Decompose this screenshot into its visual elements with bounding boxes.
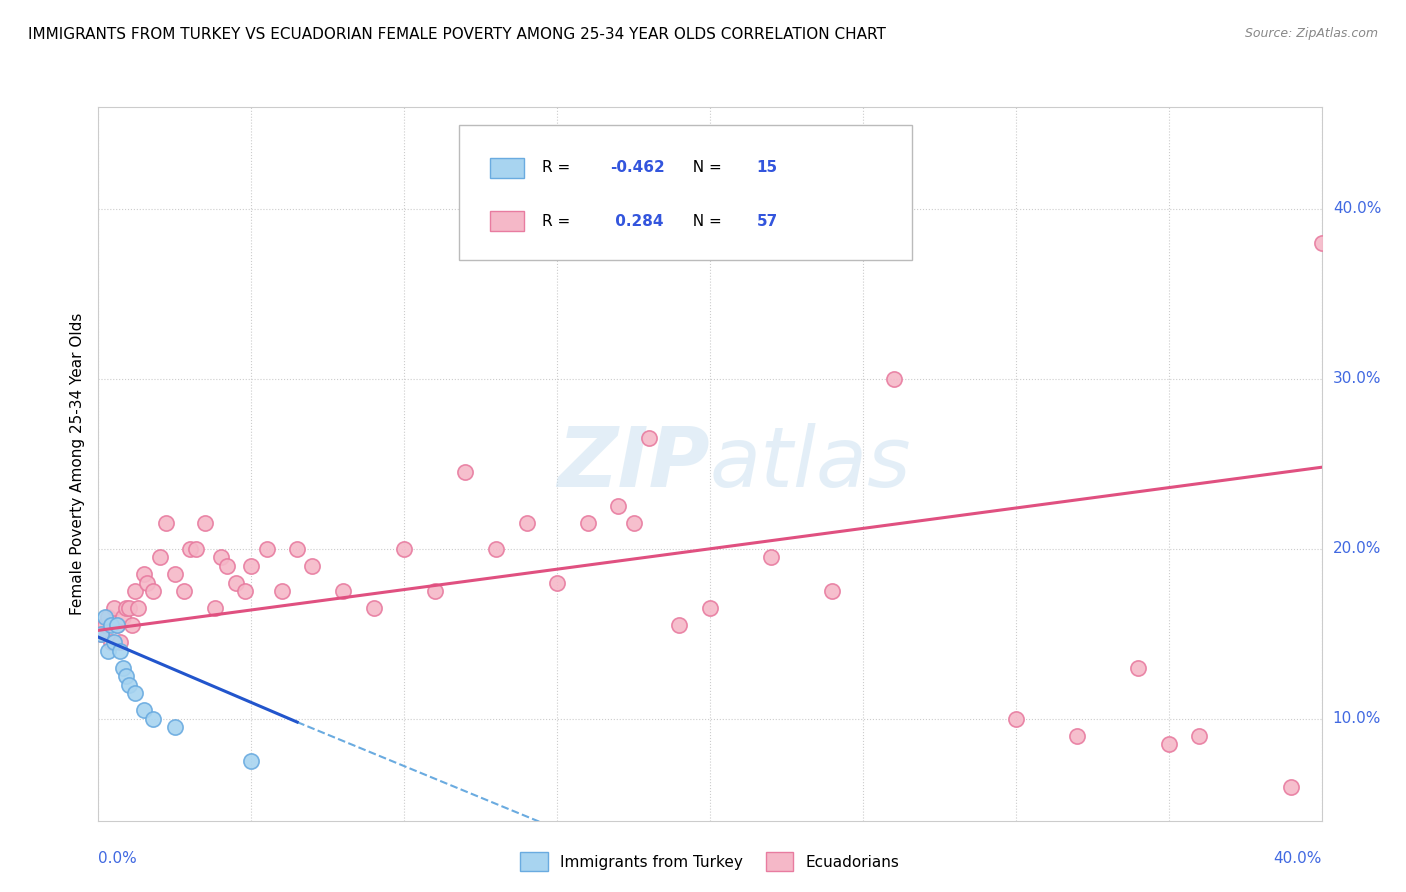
Point (155, 516, 177, 531)
Point (240, 754, 263, 768)
Point (142, 712, 165, 726)
Point (215, 558, 238, 573)
Point (97, 644, 120, 658)
Point (103, 601, 125, 615)
Point (163, 720, 186, 734)
Y-axis label: Female Poverty Among 25-34 Year Olds: Female Poverty Among 25-34 Year Olds (69, 313, 84, 615)
Text: R =: R = (543, 214, 575, 228)
Point (118, 678, 141, 692)
Text: Source: ZipAtlas.com: Source: ZipAtlas.com (1244, 27, 1378, 40)
Text: atlas: atlas (710, 424, 911, 504)
Point (668, 618, 690, 632)
Point (90, 626, 112, 640)
Point (546, 575, 568, 590)
Point (103, 635, 125, 649)
Text: -0.462: -0.462 (610, 161, 665, 175)
Point (105, 618, 128, 632)
Point (100, 635, 122, 649)
Point (1157, 737, 1180, 751)
Text: 40.0%: 40.0% (1333, 202, 1381, 217)
Point (118, 601, 141, 615)
Point (93, 609, 115, 624)
Point (256, 541, 278, 556)
Point (1128, 661, 1150, 675)
Text: 15: 15 (756, 161, 778, 175)
Point (111, 609, 134, 624)
Point (423, 584, 446, 599)
Point (97, 609, 120, 624)
Point (363, 601, 385, 615)
Point (1188, 729, 1211, 743)
Point (204, 601, 226, 615)
FancyBboxPatch shape (460, 125, 912, 260)
Text: ZIP: ZIP (557, 424, 710, 504)
Point (194, 516, 217, 531)
Point (142, 584, 165, 599)
Point (576, 516, 599, 531)
Point (607, 500, 630, 514)
Text: R =: R = (543, 161, 575, 175)
Point (105, 618, 128, 632)
Point (124, 584, 146, 599)
Text: 57: 57 (756, 214, 778, 228)
Point (240, 558, 263, 573)
Text: 20.0%: 20.0% (1333, 541, 1381, 557)
Point (136, 575, 159, 590)
Point (111, 661, 134, 675)
Point (485, 541, 508, 556)
FancyBboxPatch shape (489, 211, 524, 231)
Point (134, 567, 156, 582)
Point (516, 516, 538, 531)
Text: 10.0%: 10.0% (1333, 711, 1381, 726)
Point (623, 516, 645, 531)
Text: 0.0%: 0.0% (98, 851, 138, 866)
Point (270, 584, 292, 599)
Point (1279, 780, 1302, 794)
Point (149, 550, 172, 565)
Point (301, 558, 323, 573)
FancyBboxPatch shape (489, 158, 524, 178)
Point (186, 541, 208, 556)
Text: IMMIGRANTS FROM TURKEY VS ECUADORIAN FEMALE POVERTY AMONG 25-34 YEAR OLDS CORREL: IMMIGRANTS FROM TURKEY VS ECUADORIAN FEM… (28, 27, 886, 42)
Text: 0.284: 0.284 (610, 214, 664, 228)
Point (163, 567, 186, 582)
Point (332, 584, 354, 599)
Point (454, 466, 477, 480)
Point (233, 584, 256, 599)
Point (100, 618, 122, 632)
Point (1004, 712, 1026, 726)
Point (108, 635, 131, 649)
Point (637, 431, 661, 445)
Point (1310, 235, 1333, 250)
Point (127, 601, 149, 615)
Text: N =: N = (683, 214, 727, 228)
Point (179, 541, 201, 556)
Legend: Immigrants from Turkey, Ecuadorians: Immigrants from Turkey, Ecuadorians (515, 847, 905, 877)
Point (209, 550, 232, 565)
Point (699, 601, 721, 615)
Point (121, 618, 143, 632)
Point (115, 601, 138, 615)
Point (115, 669, 138, 683)
Point (93, 618, 115, 632)
Point (134, 703, 156, 717)
Text: N =: N = (683, 161, 727, 175)
Point (392, 541, 416, 556)
Point (124, 686, 146, 700)
Point (1066, 729, 1088, 743)
Point (759, 550, 782, 565)
Point (285, 541, 308, 556)
Point (108, 644, 131, 658)
Point (90, 626, 112, 640)
Point (225, 575, 247, 590)
Point (173, 584, 195, 599)
Text: 30.0%: 30.0% (1333, 371, 1381, 386)
Text: 40.0%: 40.0% (1274, 851, 1322, 866)
Point (821, 584, 844, 599)
Point (883, 372, 905, 386)
